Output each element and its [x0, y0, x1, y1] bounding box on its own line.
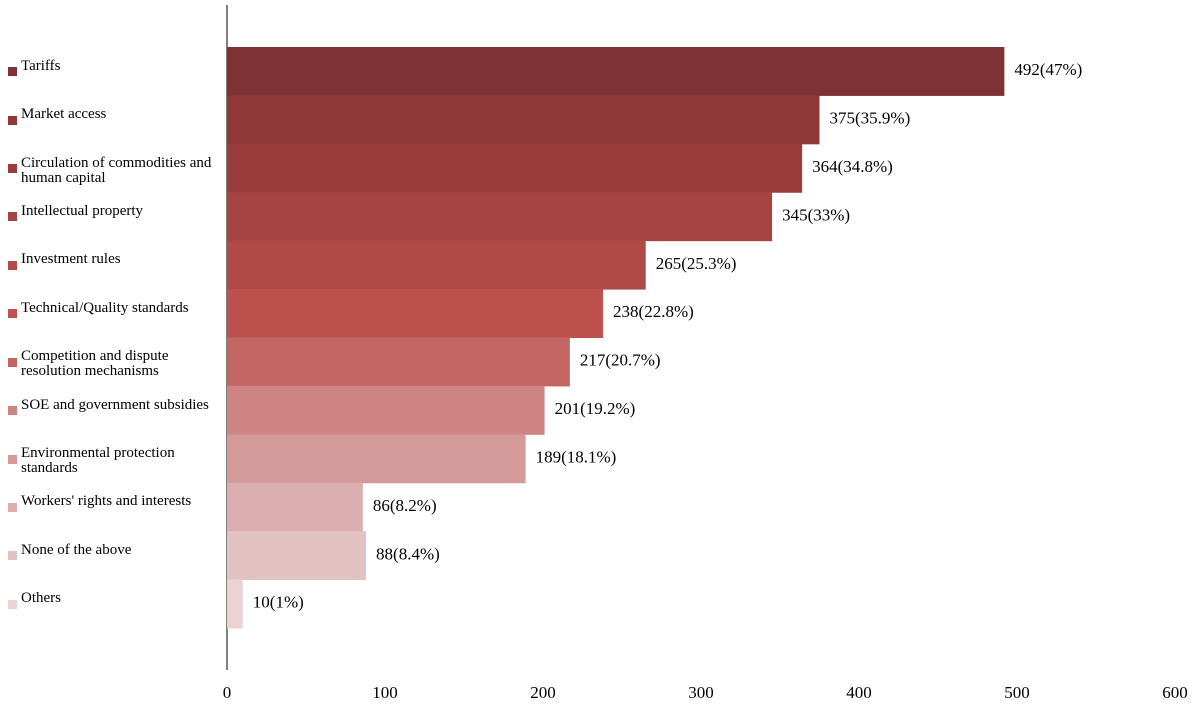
- category-label: Circulation of commodities and human cap…: [21, 154, 212, 186]
- data-label: 375(35.9%): [830, 109, 911, 128]
- category-label: Environmental protection standards: [21, 445, 175, 477]
- legend-swatch: [8, 115, 17, 125]
- data-label: 345(33%): [782, 205, 850, 224]
- legend-swatch: [8, 260, 17, 270]
- bar: [227, 95, 820, 145]
- category-label: Competition and dispute resolution mecha…: [21, 348, 169, 380]
- legend-swatch: [8, 357, 17, 367]
- bar: [227, 192, 773, 242]
- category-label: Investment rules: [21, 251, 121, 268]
- legend-swatch: [8, 67, 17, 77]
- data-label: 189(18.1%): [536, 447, 617, 466]
- bar: [227, 385, 545, 435]
- bar: [227, 143, 803, 193]
- category-label: Technical/Quality standards: [21, 299, 189, 316]
- data-label: 86(8.2%): [373, 496, 437, 515]
- data-label: 217(20.7%): [580, 351, 661, 370]
- bar: [227, 482, 363, 532]
- bar: [227, 337, 570, 387]
- category-label: Tariffs: [21, 57, 61, 74]
- category-label: Workers' rights and interests: [21, 493, 192, 510]
- legend-swatch: [8, 212, 17, 222]
- x-tick-label: 200: [530, 683, 556, 702]
- data-label: 364(34.8%): [812, 157, 893, 176]
- x-tick-label: 100: [372, 683, 398, 702]
- data-label: 10(1%): [253, 593, 304, 612]
- data-label: 265(25.3%): [656, 254, 737, 273]
- bar: [227, 289, 604, 338]
- legend-swatch: [8, 454, 17, 464]
- x-tick-label: 400: [846, 683, 872, 702]
- legend-swatch: [8, 309, 17, 319]
- bar: [227, 240, 646, 290]
- bar: [227, 531, 367, 581]
- data-label: 238(22.8%): [613, 302, 694, 321]
- bar: [227, 47, 1005, 96]
- bar: [227, 579, 243, 629]
- legend-swatch: [8, 551, 17, 561]
- category-label: Others: [21, 590, 61, 607]
- legend-swatch: [8, 406, 17, 416]
- category-label: Market access: [21, 106, 107, 123]
- legend-swatch: [8, 164, 17, 174]
- x-tick-label: 600: [1162, 683, 1188, 702]
- data-label: 492(47%): [1014, 60, 1082, 79]
- x-tick-label: 300: [688, 683, 714, 702]
- x-tick-label: 0: [223, 683, 232, 702]
- category-label: Intellectual property: [21, 202, 144, 219]
- legend-swatch: [8, 502, 17, 512]
- x-tick-label: 500: [1004, 683, 1030, 702]
- data-label: 88(8.4%): [376, 544, 440, 563]
- legend-swatch: [8, 599, 17, 609]
- category-label: SOE and government subsidies: [21, 396, 209, 413]
- category-label: None of the above: [21, 541, 132, 558]
- data-label: 201(19.2%): [555, 399, 636, 418]
- bar: [227, 434, 526, 484]
